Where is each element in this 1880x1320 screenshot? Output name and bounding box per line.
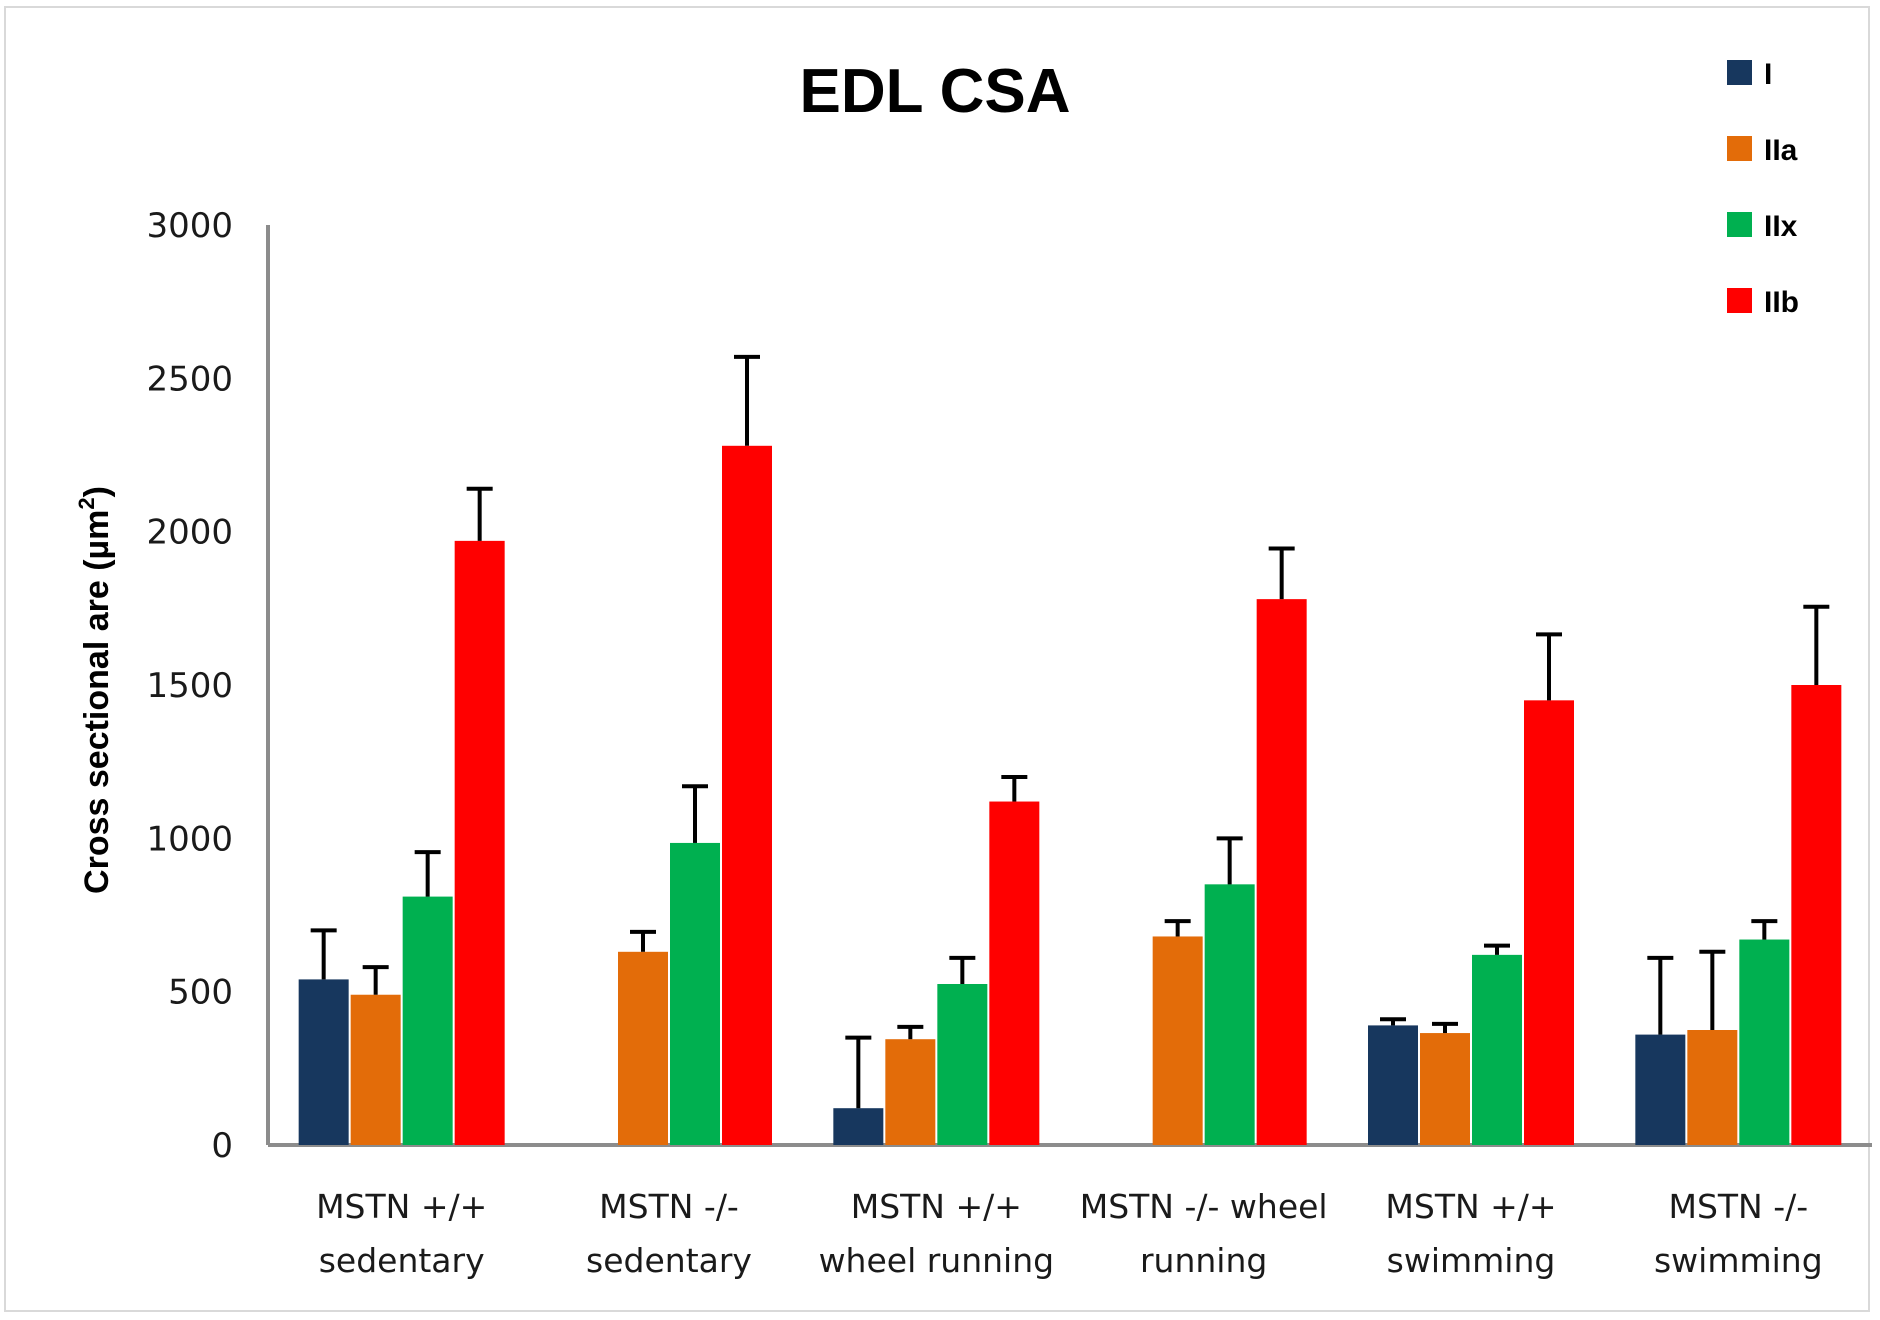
legend-swatch-iia — [1727, 136, 1752, 161]
y-axis-ticks: 0 500 1000 1500 2000 2500 3000 — [146, 206, 233, 1166]
x-tick-label-line: swimming — [1654, 1241, 1823, 1280]
bar-iix — [1472, 954, 1522, 1145]
x-tick-label: MSTN -/- sedentary — [586, 1187, 752, 1280]
bar-iia — [1152, 936, 1203, 1145]
y-tick-label: 3000 — [146, 206, 233, 246]
bar-iia — [885, 1039, 936, 1145]
bar-iix — [1204, 884, 1255, 1145]
x-tick-label-line: MSTN +/+ — [316, 1187, 487, 1226]
legend-swatch-i — [1727, 60, 1752, 85]
y-tick-label: 1000 — [146, 819, 233, 859]
chart-title: EDL CSA — [799, 57, 1070, 126]
axes — [266, 225, 1872, 1147]
bar-iia — [350, 994, 401, 1145]
bar-iib — [1524, 700, 1574, 1145]
bar-iia — [1687, 1030, 1738, 1145]
x-tick-label: MSTN +/+ swimming — [1385, 1187, 1556, 1280]
x-tick-label-line: wheel running — [819, 1241, 1055, 1280]
y-axis-label: Cross sectional are (µm2) — [74, 486, 116, 894]
x-tick-label: MSTN +/+ sedentary — [316, 1187, 487, 1280]
legend-label-iia: IIa — [1764, 134, 1798, 167]
legend-swatch-iib — [1727, 288, 1752, 313]
x-tick-label-line: MSTN -/- wheel — [1080, 1187, 1328, 1226]
x-tick-label: MSTN -/- swimming — [1654, 1187, 1823, 1280]
bar-iia — [1420, 1033, 1470, 1145]
bar-iib — [1791, 685, 1842, 1145]
bar-iix — [402, 896, 453, 1145]
bar-iix — [1739, 939, 1790, 1145]
error-bars — [310, 354, 1830, 1109]
y-tick-label: 1500 — [146, 666, 233, 706]
bar-iia — [618, 951, 668, 1145]
bar-i — [1368, 1025, 1418, 1145]
bar-iib — [1256, 599, 1307, 1145]
x-tick-label-line: MSTN -/- — [1668, 1187, 1808, 1226]
x-tick-label-line: MSTN +/+ — [1385, 1187, 1556, 1226]
y-tick-label: 2000 — [146, 513, 233, 553]
bar-iix — [670, 842, 720, 1145]
bar-iib — [454, 540, 505, 1145]
bar-i — [833, 1108, 884, 1145]
y-tick-label: 500 — [168, 973, 233, 1013]
legend-label-iix: IIx — [1764, 210, 1798, 243]
x-tick-label-line: swimming — [1387, 1241, 1556, 1280]
x-tick-label-line: MSTN +/+ — [851, 1187, 1022, 1226]
legend-label-i: I — [1764, 58, 1772, 91]
x-tick-label-line: sedentary — [586, 1241, 752, 1280]
x-tick-label-line: running — [1140, 1241, 1267, 1280]
bar-iib — [722, 445, 772, 1145]
bar-i — [298, 979, 349, 1145]
bars — [298, 445, 1842, 1145]
y-tick-label: 0 — [211, 1126, 233, 1166]
x-tick-label-line: MSTN -/- — [599, 1187, 739, 1226]
x-tick-label: MSTN -/- wheel running — [1080, 1187, 1328, 1280]
y-tick-label: 2500 — [146, 359, 233, 399]
legend: I IIa IIx IIb — [1727, 58, 1799, 319]
x-tick-label: MSTN +/+ wheel running — [819, 1187, 1055, 1280]
bar-iix — [937, 984, 988, 1145]
x-tick-label-line: sedentary — [319, 1241, 485, 1280]
bar-i — [1635, 1034, 1686, 1145]
legend-label-iib: IIb — [1764, 286, 1799, 319]
bar-iib — [989, 801, 1040, 1145]
legend-swatch-iix — [1727, 212, 1752, 237]
